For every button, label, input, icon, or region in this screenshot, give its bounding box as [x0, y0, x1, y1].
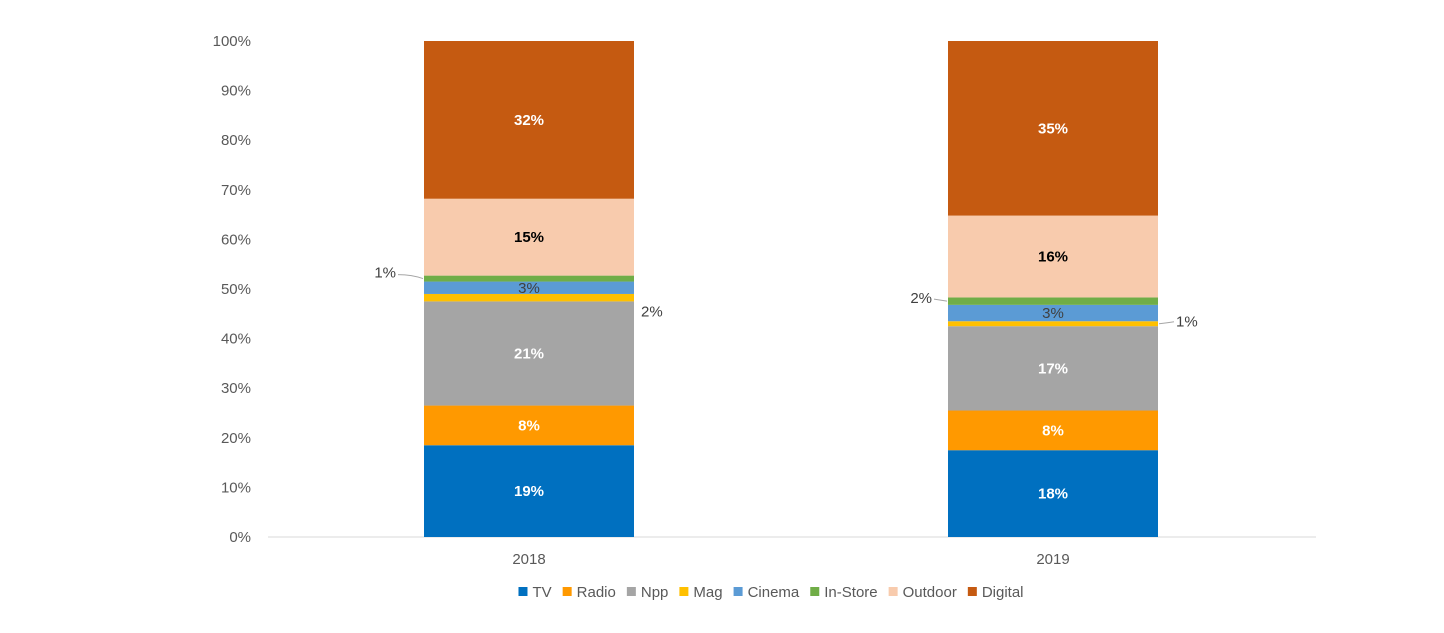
legend-item-outdoor: Outdoor	[888, 584, 957, 601]
data-label: 16%	[1038, 249, 1068, 266]
y-tick-label: 90%	[221, 83, 251, 100]
callout-leader-line	[1158, 321, 1175, 325]
bars	[424, 41, 1158, 537]
legend-item-mag: Mag	[679, 584, 723, 601]
legend-swatch	[562, 587, 572, 596]
legend-label: Digital	[982, 584, 1024, 601]
data-label: 35%	[1038, 120, 1068, 137]
bar-segment-npp-2019	[948, 326, 1158, 411]
legend-label: Cinema	[748, 584, 800, 601]
legend-item-npp: Npp	[626, 584, 669, 601]
data-label: 1%	[374, 265, 396, 282]
bar-segment-digital-2018	[424, 41, 634, 199]
bar-segment-outdoor-2018	[424, 198, 634, 276]
bar-segment-cinema-2018	[424, 281, 634, 294]
bar-segment-cinema-2019	[948, 304, 1158, 322]
y-tick-label: 20%	[221, 430, 251, 447]
y-tick-label: 0%	[229, 529, 251, 546]
legend-label: Mag	[693, 584, 722, 601]
callout-leader-line	[397, 274, 424, 280]
x-category-label: 2019	[1036, 551, 1069, 568]
bar-segment-digital-2019	[948, 41, 1158, 216]
bar-segment-npp-2018	[424, 301, 634, 406]
data-label: 1%	[1176, 314, 1198, 331]
y-tick-label: 100%	[213, 33, 251, 50]
data-label: 15%	[514, 229, 544, 246]
legend-swatch	[967, 587, 977, 596]
legend-item-tv: TV	[518, 584, 552, 601]
data-label: 32%	[514, 112, 544, 129]
legend-label: TV	[532, 584, 551, 601]
data-label: 18%	[1038, 486, 1068, 503]
data-label: 17%	[1038, 360, 1068, 377]
y-tick-label: 70%	[221, 182, 251, 199]
legend-item-digital: Digital	[967, 584, 1024, 601]
legend-label: Npp	[641, 584, 669, 601]
bar-segment-radio-2019	[948, 410, 1158, 451]
legend-swatch	[810, 587, 820, 596]
y-tick-label: 50%	[221, 281, 251, 298]
bar-segment-outdoor-2019	[948, 215, 1158, 298]
bar-segment-tv-2018	[424, 445, 634, 537]
data-label: 21%	[514, 345, 544, 362]
callout-leader-line	[933, 298, 948, 302]
data-label: 19%	[514, 483, 544, 500]
legend-label: In-Store	[824, 584, 877, 601]
x-axis-categories: 2018 2019	[512, 551, 1069, 568]
data-label: 2%	[641, 304, 663, 321]
data-label: 3%	[518, 280, 540, 297]
legend-swatch	[733, 587, 743, 596]
bar-segment-radio-2018	[424, 405, 634, 446]
legend-label: Radio	[577, 584, 616, 601]
y-tick-label: 60%	[221, 231, 251, 248]
data-label: 8%	[518, 417, 540, 434]
y-tick-label: 80%	[221, 132, 251, 149]
data-labels: 19% 8% 21% 3% 15% 32% 1% 2% 18% 8% 17% 3% 16% 35% 2% 1%	[374, 112, 1197, 503]
legend-swatch	[888, 587, 898, 596]
y-tick-label: 30%	[221, 380, 251, 397]
bar-segment-in-store-2019	[948, 297, 1158, 305]
y-tick-label: 40%	[221, 331, 251, 348]
data-label: 2%	[910, 290, 932, 307]
data-label: 3%	[1042, 305, 1064, 322]
bar-segment-mag-2019	[948, 321, 1158, 327]
legend-label: Outdoor	[903, 584, 957, 601]
y-axis-ticks: 0% 10% 20% 30% 40% 50% 60% 70% 80% 90% 100%	[213, 33, 251, 546]
bar-segment-in-store-2018	[424, 275, 634, 282]
x-category-label: 2018	[512, 551, 545, 568]
legend-swatch	[679, 587, 689, 596]
legend-item-radio: Radio	[562, 584, 616, 601]
legend-swatch	[626, 587, 636, 596]
legend: TV Radio Npp Mag Cinema In-Store Outdoor Digita…	[518, 584, 1024, 601]
data-label: 8%	[1042, 422, 1064, 439]
bar-segment-tv-2019	[948, 450, 1158, 537]
legend-item-in-store: In-Store	[810, 584, 878, 601]
bar-segment-mag-2018	[424, 293, 634, 302]
y-tick-label: 10%	[221, 479, 251, 496]
legend-swatch	[518, 587, 528, 596]
legend-item-cinema: Cinema	[733, 584, 800, 601]
